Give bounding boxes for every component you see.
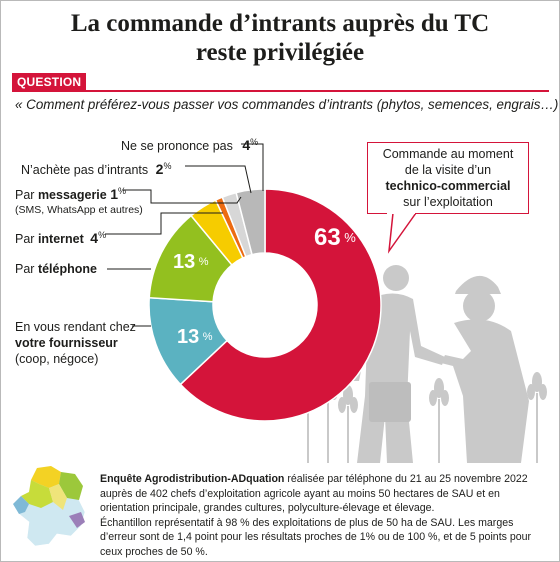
right-person-head bbox=[463, 290, 495, 322]
unit-tc: % bbox=[344, 230, 356, 245]
label-nachete-text: N’achète pas d’intrants bbox=[21, 163, 149, 178]
survey-title: Enquête Agrodistribution-ADquation bbox=[100, 473, 285, 485]
value-fournisseur: 13 bbox=[177, 326, 200, 348]
label-internet-prefix: Par bbox=[15, 232, 35, 247]
map-brittany bbox=[13, 496, 29, 514]
right-person-body bbox=[441, 319, 529, 463]
unit-nachete: % bbox=[163, 161, 172, 171]
leader-internet bbox=[105, 212, 223, 235]
value-telephone: 13 bbox=[173, 251, 196, 273]
left-person-head bbox=[383, 265, 409, 291]
slice-nsp bbox=[235, 188, 266, 256]
label-messagerie-detail: (SMS, WhatsApp et autres) bbox=[15, 204, 143, 216]
title-line-2: reste privilégiée bbox=[195, 39, 365, 66]
survey-description: réalisée par téléphone du 21 au 25 novem… bbox=[100, 473, 528, 515]
page-title: La commande d’intrants auprès du TC rest… bbox=[1, 9, 559, 67]
leader-nsp bbox=[241, 143, 264, 191]
callout-line-4: sur l’exploitation bbox=[403, 195, 493, 209]
label-messagerie-text: messagerie bbox=[37, 188, 107, 203]
value-nachete: 2 bbox=[155, 161, 164, 178]
label-messagerie: Par messagerie 1% bbox=[15, 183, 126, 203]
value-internet: 4 bbox=[90, 230, 99, 247]
leader-messagerie bbox=[123, 189, 242, 204]
label-nsp-text: Ne se prononce pas bbox=[121, 139, 233, 154]
label-messagerie-prefix: Par bbox=[15, 188, 35, 203]
briefcase bbox=[369, 382, 411, 422]
label-internet-text: internet bbox=[37, 232, 84, 247]
question-text: « Comment préférez-vous passer vos comma… bbox=[15, 97, 560, 112]
callout-line-1: Commande au moment bbox=[382, 147, 514, 161]
value-nsp: 4 bbox=[242, 137, 251, 154]
value-tc: 63 bbox=[314, 224, 341, 251]
unit-nsp: % bbox=[250, 137, 259, 147]
callout-technico-commercial: Commande au moment de la visite d’un tec… bbox=[367, 142, 529, 214]
slice-tc bbox=[179, 188, 382, 422]
callout-line-2: de la visite d’un bbox=[404, 163, 492, 177]
survey-methodology: Enquête Agrodistribution-ADquation réali… bbox=[100, 472, 550, 560]
map-east bbox=[59, 472, 83, 500]
label-internet: Par internet 4% bbox=[15, 227, 106, 247]
label-telephone-text: téléphone bbox=[37, 262, 97, 276]
question-tag: QUESTION bbox=[12, 73, 87, 91]
label-telephone: Par téléphone bbox=[15, 261, 97, 277]
callout-line-3: technico-commercial bbox=[385, 179, 511, 193]
unit-internet: % bbox=[98, 230, 107, 240]
title-line-1: La commande d’intrants auprès du TC bbox=[70, 10, 490, 37]
survey-footer: Enquête Agrodistribution-ADquation réali… bbox=[1, 464, 559, 561]
callout-pointer bbox=[387, 212, 417, 254]
map-north bbox=[31, 466, 61, 488]
survey-margins: Échantillon représentatif à 98 % des exp… bbox=[100, 516, 532, 558]
right-person-cap bbox=[455, 275, 501, 294]
unit-messagerie: % bbox=[118, 186, 127, 196]
unit-telephone: % bbox=[198, 256, 209, 268]
label-nsp: Ne se prononce pas 4% bbox=[121, 134, 258, 154]
value-label-fournisseur: 13 % bbox=[177, 326, 213, 348]
donut-slices bbox=[148, 188, 382, 422]
label-fournisseur-line-3: (coop, négoce) bbox=[15, 352, 99, 366]
unit-fournisseur: % bbox=[202, 331, 213, 343]
map-center bbox=[49, 484, 67, 510]
france-map-icon bbox=[12, 465, 86, 547]
question-divider bbox=[12, 90, 549, 92]
value-messagerie: 1 bbox=[110, 186, 119, 203]
callout-pointer-joint bbox=[387, 211, 415, 214]
value-label-telephone: 13 % bbox=[173, 251, 209, 273]
donut-chart bbox=[105, 143, 547, 463]
label-fournisseur-line-1: En vous rendant chez bbox=[15, 320, 136, 334]
leader-nachete bbox=[185, 165, 252, 194]
leader-lines bbox=[105, 143, 264, 327]
label-nachete: N’achète pas d’intrants 2% bbox=[21, 158, 171, 178]
label-fournisseur: En vous rendant chez votre fournisseur (… bbox=[15, 319, 136, 367]
map-southeast bbox=[69, 512, 85, 528]
map-center-west bbox=[21, 480, 53, 508]
label-fournisseur-line-2: votre fournisseur bbox=[15, 336, 118, 350]
value-label-tc: 63 % bbox=[314, 226, 356, 250]
label-telephone-prefix: Par bbox=[15, 262, 35, 276]
